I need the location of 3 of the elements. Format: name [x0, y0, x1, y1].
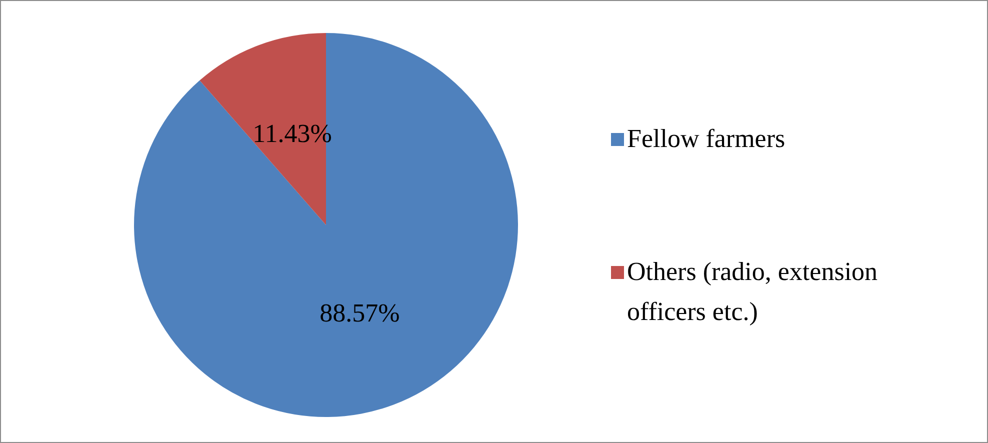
legend-label: Fellow farmers — [627, 123, 786, 155]
data-label: 88.57% — [320, 298, 400, 328]
legend-label: Others (radio, extension officers etc.) — [627, 256, 879, 328]
